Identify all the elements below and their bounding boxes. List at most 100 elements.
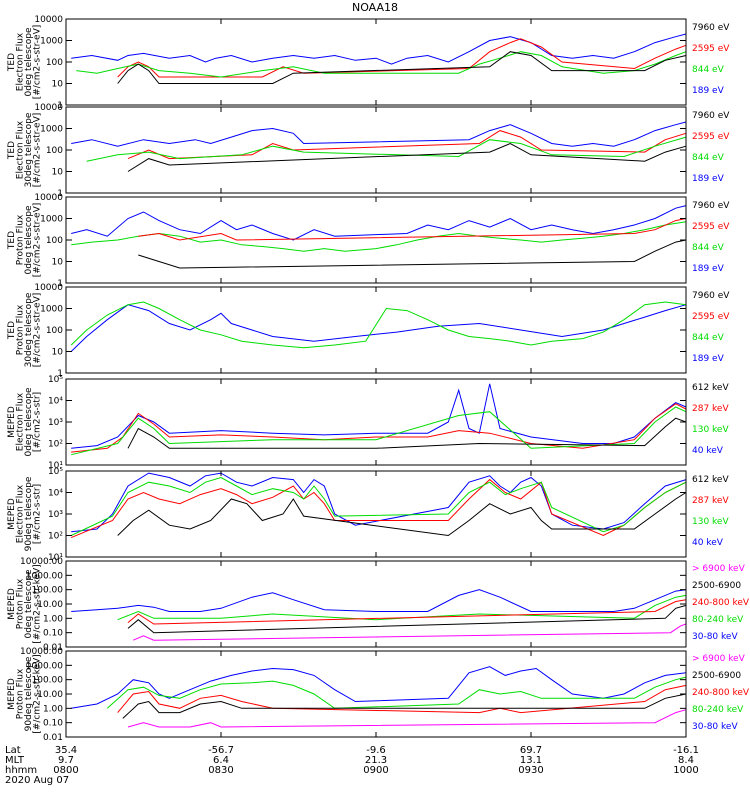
- panel-8: 0.010.101.0010.00100.001000.0010000.00ME…: [7, 647, 750, 743]
- x-row-label-mlt: MLT: [5, 755, 25, 766]
- y-axis-label-line: Electron Flux: [16, 392, 26, 451]
- series-green-6: [70, 476, 687, 536]
- y-tick-label: 10⁵: [48, 375, 63, 385]
- y-axis-label-line: [#/cm2-s-str-eV]: [33, 203, 43, 278]
- series-red-6: [71, 478, 687, 539]
- panel-frame: [65, 286, 687, 374]
- y-tick-label: 10: [52, 168, 64, 178]
- y-tick-label: 1: [57, 279, 63, 289]
- x-tick-label: 6.4: [213, 755, 229, 766]
- y-tick-label: 10000.00: [20, 557, 63, 567]
- date-label: 2020 Aug 07: [5, 775, 69, 786]
- legend-entry: 612 keV: [692, 475, 729, 485]
- y-axis-label-line: 30deg telescope: [24, 112, 34, 187]
- series-blue-6: [71, 472, 687, 533]
- legend-entry: 2595 eV: [692, 132, 730, 142]
- y-axis-label-line: 90deg telescope: [24, 656, 34, 731]
- y-axis-label-line: TED: [7, 231, 17, 250]
- y-tick-label: 10000.00: [20, 647, 63, 657]
- y-axis-label: TEDElectron Flux30deg telescope[#/cm2-s-…: [7, 112, 43, 187]
- x-tick-label: 8.4: [678, 755, 694, 766]
- y-axis-label: MEPEDElectron Flux0deg telescope[#/cm2-s…: [7, 387, 43, 457]
- x-tick-label: -56.7: [208, 745, 234, 756]
- y-axis-label-line: 0deg telescope: [24, 387, 34, 457]
- y-tick-label: 0.10: [43, 629, 63, 639]
- y-axis-label-line: 0deg telescope: [24, 569, 34, 639]
- legend-entry: 40 keV: [692, 538, 724, 548]
- y-axis-label: MEPEDElectron Flux90deg telescope[#/cm2-…: [7, 476, 43, 551]
- y-axis-label-line: [#/cm2-s-str-eV]: [33, 25, 43, 100]
- y-tick-label: 10²: [48, 532, 63, 542]
- y-tick-label: 10.00: [37, 690, 63, 700]
- y-axis-label-line: Electron Flux: [16, 32, 26, 91]
- y-tick-label: 10⁵: [48, 467, 63, 477]
- panel-5: 10¹ 10² 10³ 10⁴ 10⁵ MEPEDElectron Flux0deg te…: [7, 375, 729, 471]
- y-tick-label: 10: [52, 348, 64, 358]
- legend-entry: 189 eV: [692, 86, 725, 96]
- legend-entry: 7960 eV: [692, 111, 730, 121]
- x-tick-label: 0800: [53, 765, 78, 776]
- series-red-2: [127, 130, 687, 160]
- series-green-2: [86, 136, 687, 162]
- x-row-label-lat: Lat: [5, 745, 21, 756]
- y-tick-label: 10¹: [48, 553, 63, 563]
- series-magenta-7: [133, 623, 687, 641]
- legend-entry: 40 keV: [692, 446, 724, 456]
- x-tick-label: 21.3: [365, 755, 387, 766]
- y-axis-label: TEDElectron Flux0deg telescope[#/cm2-s-s…: [7, 25, 43, 100]
- y-axis-label-line: Proton Flux: [16, 304, 26, 355]
- y-axis-label-line: Proton Flux: [16, 668, 26, 719]
- legend-entry: 7960 eV: [692, 201, 730, 211]
- y-axis-label-line: 0deg telescope: [24, 205, 34, 275]
- legend-entry: 189 eV: [692, 174, 725, 184]
- y-axis-label-line: MEPED: [7, 678, 17, 710]
- y-tick-label: 1.00: [43, 704, 63, 714]
- series-green-1: [76, 51, 687, 78]
- y-axis-label-line: MEPED: [7, 498, 17, 530]
- series-magenta-8: [127, 709, 687, 728]
- legend-entry: 189 eV: [692, 354, 725, 364]
- legend-entry: 2595 eV: [692, 222, 730, 232]
- y-tick-label: 1: [57, 189, 63, 199]
- x-tick-label: 0900: [363, 765, 388, 776]
- y-tick-label: 1.00: [43, 614, 63, 624]
- legend-entry: 287 keV: [692, 404, 729, 414]
- x-tick-label: 0930: [518, 765, 543, 776]
- x-tick-label: 69.7: [520, 745, 542, 756]
- legend-entry: 30-80 keV: [692, 722, 738, 732]
- series-red-7: [127, 599, 687, 625]
- series-black-8: [122, 693, 687, 719]
- y-tick-label: 100.00: [32, 586, 64, 596]
- y-tick-label: 1: [57, 369, 63, 379]
- series-blue-1: [71, 33, 687, 65]
- y-axis-label-line: TED: [7, 321, 17, 340]
- legend-entry: 844 eV: [692, 333, 725, 343]
- series-black-6: [117, 492, 687, 537]
- y-tick-label: 0.01: [43, 733, 63, 743]
- y-tick-label: 100: [46, 236, 63, 246]
- y-axis-label-line: [#/cm2-s-str]: [33, 392, 43, 452]
- legend-entry: 2595 eV: [692, 312, 730, 322]
- y-tick-label: 10⁴: [48, 397, 63, 407]
- y-axis-label-line: Electron Flux: [16, 484, 26, 543]
- y-tick-label: 1000: [40, 305, 63, 315]
- x-tick-label: 13.1: [520, 755, 542, 766]
- legend-entry: 7960 eV: [692, 23, 730, 33]
- y-axis-label: MEPEDProton Flux0deg telescope[#/cm2-s-s…: [7, 564, 43, 643]
- y-tick-label: 100: [46, 146, 63, 156]
- y-tick-label: 100.00: [32, 676, 64, 686]
- y-tick-label: 1: [57, 101, 63, 111]
- legend-entry: 80-240 keV: [692, 615, 744, 625]
- y-tick-label: 10¹: [48, 461, 63, 471]
- panel-frame: [65, 378, 687, 466]
- y-tick-label: 10000: [34, 283, 63, 293]
- series-black-5: [127, 417, 687, 449]
- legend-entry: 2500-6900: [692, 581, 741, 591]
- y-tick-label: 10²: [48, 440, 63, 450]
- y-tick-label: 0.01: [43, 643, 63, 653]
- y-tick-label: 100: [46, 326, 63, 336]
- panel-frame: [65, 106, 687, 194]
